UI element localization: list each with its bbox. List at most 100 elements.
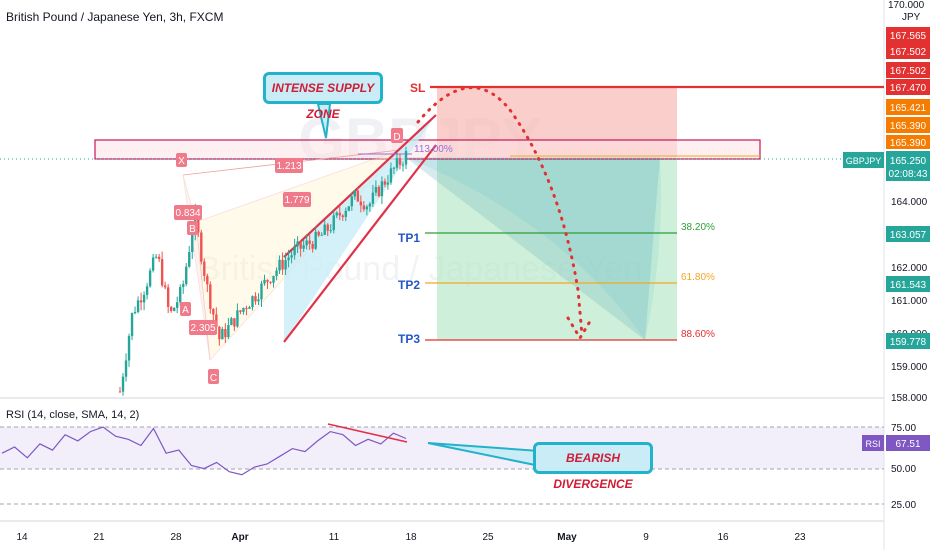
svg-text:159.778: 159.778 [890, 337, 927, 348]
bearish-divergence-callout: BEARISH DIVERGENCE [533, 442, 653, 491]
supply-zone-callout: INTENSE SUPPLY ZONE [263, 72, 383, 121]
time-tick: 18 [405, 532, 417, 543]
time-tick: May [557, 532, 577, 543]
time-tick: 9 [643, 532, 649, 543]
candle-body [365, 206, 369, 210]
candle-body [293, 246, 296, 256]
price-tag-red: 167.502 [886, 43, 930, 59]
svg-text:167.502: 167.502 [890, 66, 927, 77]
candle-body [166, 287, 170, 307]
candle-body [380, 181, 384, 197]
svg-text:67.51: 67.51 [895, 439, 920, 450]
ext-label: 113.00% [414, 144, 453, 155]
candle-body [160, 259, 164, 286]
candle-body [245, 308, 248, 310]
candle-body [121, 376, 125, 392]
pattern-label-a: A [180, 302, 191, 316]
candle-body [320, 234, 323, 236]
candle-body [145, 286, 149, 295]
current-price-tag: 165.250 02:08:43 [886, 151, 930, 181]
candle-body [302, 245, 305, 249]
candle-body [212, 308, 215, 315]
svg-text:B: B [189, 224, 196, 235]
candle-body [233, 318, 236, 327]
projection-dotted-arrow [566, 316, 594, 341]
candle-body [133, 312, 137, 314]
ratio-bcd: 1.779 [283, 192, 311, 207]
svg-text:X: X [178, 156, 185, 167]
svg-text:165.390: 165.390 [890, 138, 927, 149]
price-tag-red: 167.470 [886, 79, 930, 95]
projection-arc [405, 157, 661, 340]
candle-body [317, 231, 320, 236]
candle-body [127, 336, 131, 361]
svg-text:167.565: 167.565 [890, 31, 927, 42]
rsi-line [1, 426, 407, 476]
svg-text:D: D [393, 132, 400, 143]
svg-text:161.543: 161.543 [890, 280, 927, 291]
candle-body [269, 281, 272, 283]
time-tick: Apr [231, 532, 248, 543]
candle-body [272, 275, 275, 283]
candle-body [197, 211, 200, 233]
supply-callout-tail [316, 103, 332, 139]
time-tick: 14 [16, 532, 28, 543]
reward-zone [437, 157, 677, 340]
price-tag-orange: 165.390 [886, 135, 930, 149]
candle-body [254, 296, 257, 302]
candle-body [335, 212, 338, 216]
time-tick: 23 [794, 532, 806, 543]
svg-text:163.057: 163.057 [890, 230, 927, 241]
candle-body [332, 215, 335, 231]
candle-body [296, 241, 299, 247]
tp1-label: TP1 [398, 231, 420, 245]
svg-text:165.390: 165.390 [890, 121, 927, 132]
svg-text:A: A [182, 305, 189, 316]
ratio-xab: 0.834 [174, 205, 202, 220]
price-tag-red: 167.502 [886, 62, 930, 78]
candle-body [278, 259, 281, 271]
candle-body [221, 329, 224, 340]
candle-body [311, 243, 314, 249]
candle-body [323, 224, 326, 235]
price-tick: 158.000 [891, 393, 928, 404]
svg-text:RSI: RSI [865, 439, 880, 449]
candle-body [275, 270, 278, 276]
candle-body [242, 308, 245, 312]
candle-body [377, 186, 381, 197]
candle-body [130, 313, 134, 337]
candle-body [142, 294, 146, 303]
candle-body [260, 283, 263, 300]
candle-body [200, 232, 203, 262]
candle-body [368, 203, 372, 207]
price-tick: 162.000 [891, 263, 928, 274]
candle-body [386, 182, 390, 185]
candle-body [371, 192, 375, 204]
rsi-tick: 25.00 [891, 500, 916, 511]
candle-body [176, 302, 179, 308]
ratio-xad: 1.213 [275, 158, 303, 173]
fib-886-label: 88.60% [681, 329, 715, 340]
candle-body [182, 284, 185, 288]
pattern-label-c: C [208, 369, 219, 384]
rsi-tick: 50.00 [891, 464, 916, 475]
candle-body [179, 287, 182, 303]
svg-text:165.250: 165.250 [890, 156, 927, 167]
rsi-value-tag: RSI 67.51 [862, 435, 930, 451]
candle-body [218, 326, 221, 340]
rsi-title: RSI (14, close, SMA, 14, 2) [6, 409, 140, 421]
chart-title: British Pound / Japanese Yen, 3h, FXCM [6, 10, 224, 24]
tp2-label: TP2 [398, 278, 420, 292]
candle-body [353, 190, 357, 197]
candle-body [169, 306, 173, 311]
svg-text:GBPJPY: GBPJPY [846, 156, 882, 166]
candle-body [209, 284, 212, 309]
price-tag-green: 163.057 [886, 226, 930, 242]
svg-text:167.502: 167.502 [890, 47, 927, 58]
svg-text:0.834: 0.834 [175, 208, 200, 219]
candle-body [341, 215, 344, 217]
price-tag-green: 159.778 [886, 333, 930, 349]
pattern-label-b: B [187, 221, 198, 235]
candle-body [206, 275, 209, 285]
